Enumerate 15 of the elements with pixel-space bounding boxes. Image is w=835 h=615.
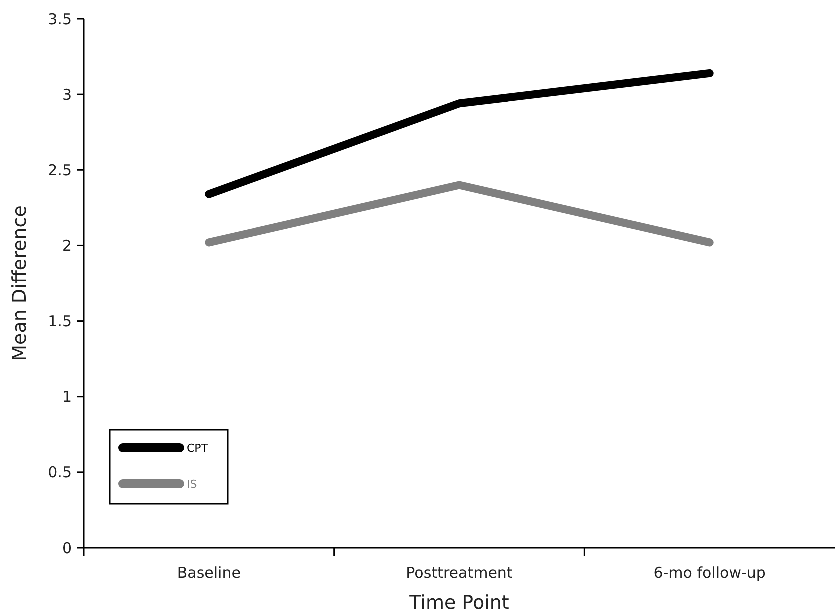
x-tick-label: 6-mo follow-up [654,564,766,582]
y-tick-label: 2 [62,236,72,255]
y-tick-label: 0.5 [48,464,72,482]
x-axis-title: Time Point [408,592,510,614]
y-tick-label: 3 [62,86,72,104]
text: CPT [187,442,208,455]
y-tick-label: 1.5 [48,312,72,331]
y-tick-label: 2.5 [48,161,72,180]
x-tick-label: Baseline [177,564,241,582]
y-axis-title: Mean Difference [9,206,31,362]
y-tick-label: 3.5 [48,10,72,28]
x-tick-label: Posttreatment [406,564,513,582]
text: IS [187,478,198,491]
y-tick-label: 1 [62,388,72,406]
y-tick-label: 0 [62,539,72,558]
